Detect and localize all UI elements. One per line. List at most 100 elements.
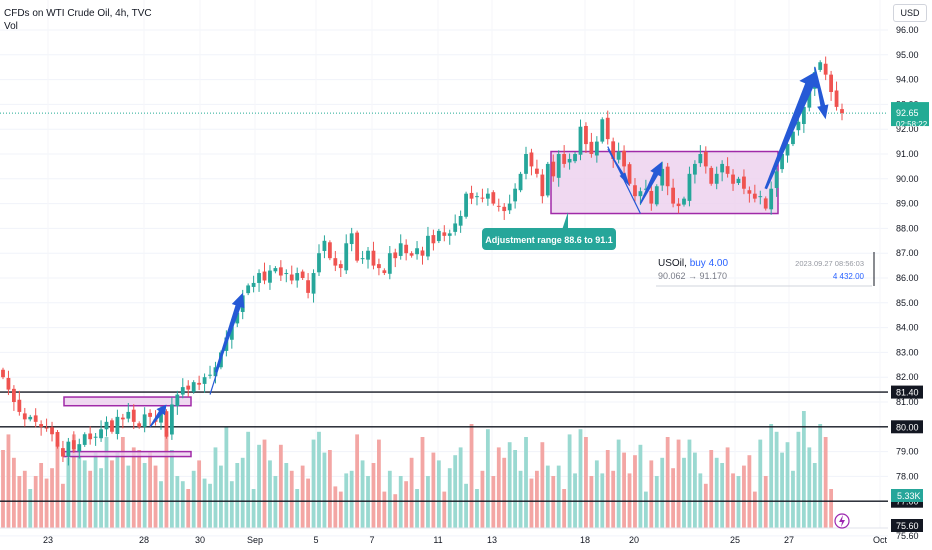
trend-arrows[interactable] (149, 67, 829, 428)
volume-bar (77, 450, 82, 528)
horizontal-levels[interactable] (0, 391, 888, 502)
candle-body (507, 203, 512, 211)
candle-body (556, 154, 561, 178)
candle-body (529, 152, 534, 167)
volume-bar (660, 457, 665, 528)
candle-body (11, 388, 16, 402)
trade-info-box[interactable]: USOil, buy 4.00 90.062 → 91.170 2023.09.… (656, 252, 875, 287)
price-tick-label: 75.60 (896, 531, 919, 541)
volume-bar (360, 460, 365, 528)
volume-bar (420, 437, 425, 528)
volume-bar (491, 476, 496, 528)
trend-arrow[interactable] (764, 72, 820, 190)
candle-body (442, 232, 447, 236)
trend-arrow[interactable] (149, 404, 167, 428)
time-tick-label: Sep (247, 535, 263, 545)
candle-body (404, 244, 409, 254)
candle-body (246, 285, 251, 294)
candle-body (496, 205, 501, 207)
candle-body (840, 109, 844, 114)
volume-bar (251, 489, 256, 528)
volume-bar (191, 470, 196, 528)
volume-bar (453, 455, 458, 528)
candle-body (654, 186, 659, 205)
volume-bar (377, 439, 381, 528)
volume-bar (796, 431, 801, 528)
trend-arrow[interactable] (214, 292, 245, 373)
chart-grid (0, 29, 888, 537)
callout-bubble (482, 228, 616, 250)
volume-bar (317, 431, 321, 528)
candle-body (834, 90, 839, 107)
candle-body (371, 250, 376, 266)
candle-body (202, 377, 207, 384)
candle-body (235, 312, 240, 324)
volume-badge[interactable]: 5.33K (891, 489, 923, 502)
volume-bar (578, 429, 583, 528)
candle-body (622, 150, 626, 167)
bottom-badge[interactable]: 75.60 (891, 519, 923, 532)
candle-body (709, 167, 714, 184)
price-tick-label: 89.00 (896, 199, 919, 209)
candle-body (578, 126, 583, 155)
trend-arrow[interactable] (814, 67, 829, 120)
volume-bar (202, 478, 207, 528)
candle-body (311, 273, 316, 294)
volume-bar (709, 450, 714, 528)
time-axis[interactable]: 23 28 30 Sep 5 7 11 13 18 20 25 27 Oct (43, 535, 888, 545)
time-tick-label: 7 (369, 535, 374, 545)
trend-arrow[interactable] (607, 148, 630, 187)
august-upper-box[interactable] (63, 396, 192, 407)
candle-body (638, 191, 643, 197)
volume-bar (480, 470, 485, 528)
candle-body (104, 421, 109, 430)
level-badge-text: 81.40 (896, 388, 919, 398)
volume-bar (458, 447, 463, 528)
candle-body (742, 176, 746, 189)
volume-bar (11, 457, 16, 528)
volume-bar (747, 455, 752, 528)
volume-bar (235, 463, 240, 528)
volume-bar (818, 424, 823, 528)
candle-body (807, 89, 812, 108)
volume-bar (785, 442, 790, 528)
candle-body (447, 233, 452, 236)
volume-bar (110, 460, 114, 528)
candle-body (763, 198, 768, 209)
candle-body (197, 382, 202, 385)
adjustment-range-callout[interactable]: Adjustment range 88.6 to 91.1 (482, 212, 616, 250)
candle-body (110, 420, 114, 432)
volume-bar (1, 450, 5, 528)
trend-arrow[interactable] (639, 161, 663, 204)
august-lower-box[interactable] (63, 450, 192, 458)
volume-bar (524, 437, 528, 528)
candle-body (61, 448, 65, 457)
candle-body (257, 273, 261, 283)
candle-body (50, 427, 54, 435)
volume-bar (529, 478, 534, 528)
volume-bar (665, 437, 670, 528)
volume-bar (584, 437, 588, 528)
candle-body (55, 432, 60, 447)
currency-button[interactable]: USD (893, 4, 927, 22)
volume-bar (366, 476, 370, 528)
candle-body (39, 424, 44, 427)
candle-body (338, 264, 343, 269)
price-axis[interactable]: 96.0095.0094.0093.0092.0091.0090.0089.00… (896, 25, 919, 541)
volume-bar (387, 470, 392, 528)
volume-bar (556, 465, 561, 528)
current-price-badge[interactable]: 92.65 02:58:22 (891, 102, 929, 129)
volume-bar (50, 468, 54, 528)
volume-bar (703, 483, 708, 528)
symbol-title: CFDs on WTI Crude Oil, 4h, TVC (4, 8, 152, 19)
lightning-icon[interactable] (834, 513, 850, 529)
candle-body (1, 369, 5, 378)
candle-body (71, 440, 76, 450)
volume-bar (175, 476, 180, 528)
volume-bar (39, 463, 44, 528)
volume-bar (540, 442, 545, 528)
volume-bar (545, 465, 550, 528)
candle-body (780, 154, 784, 170)
